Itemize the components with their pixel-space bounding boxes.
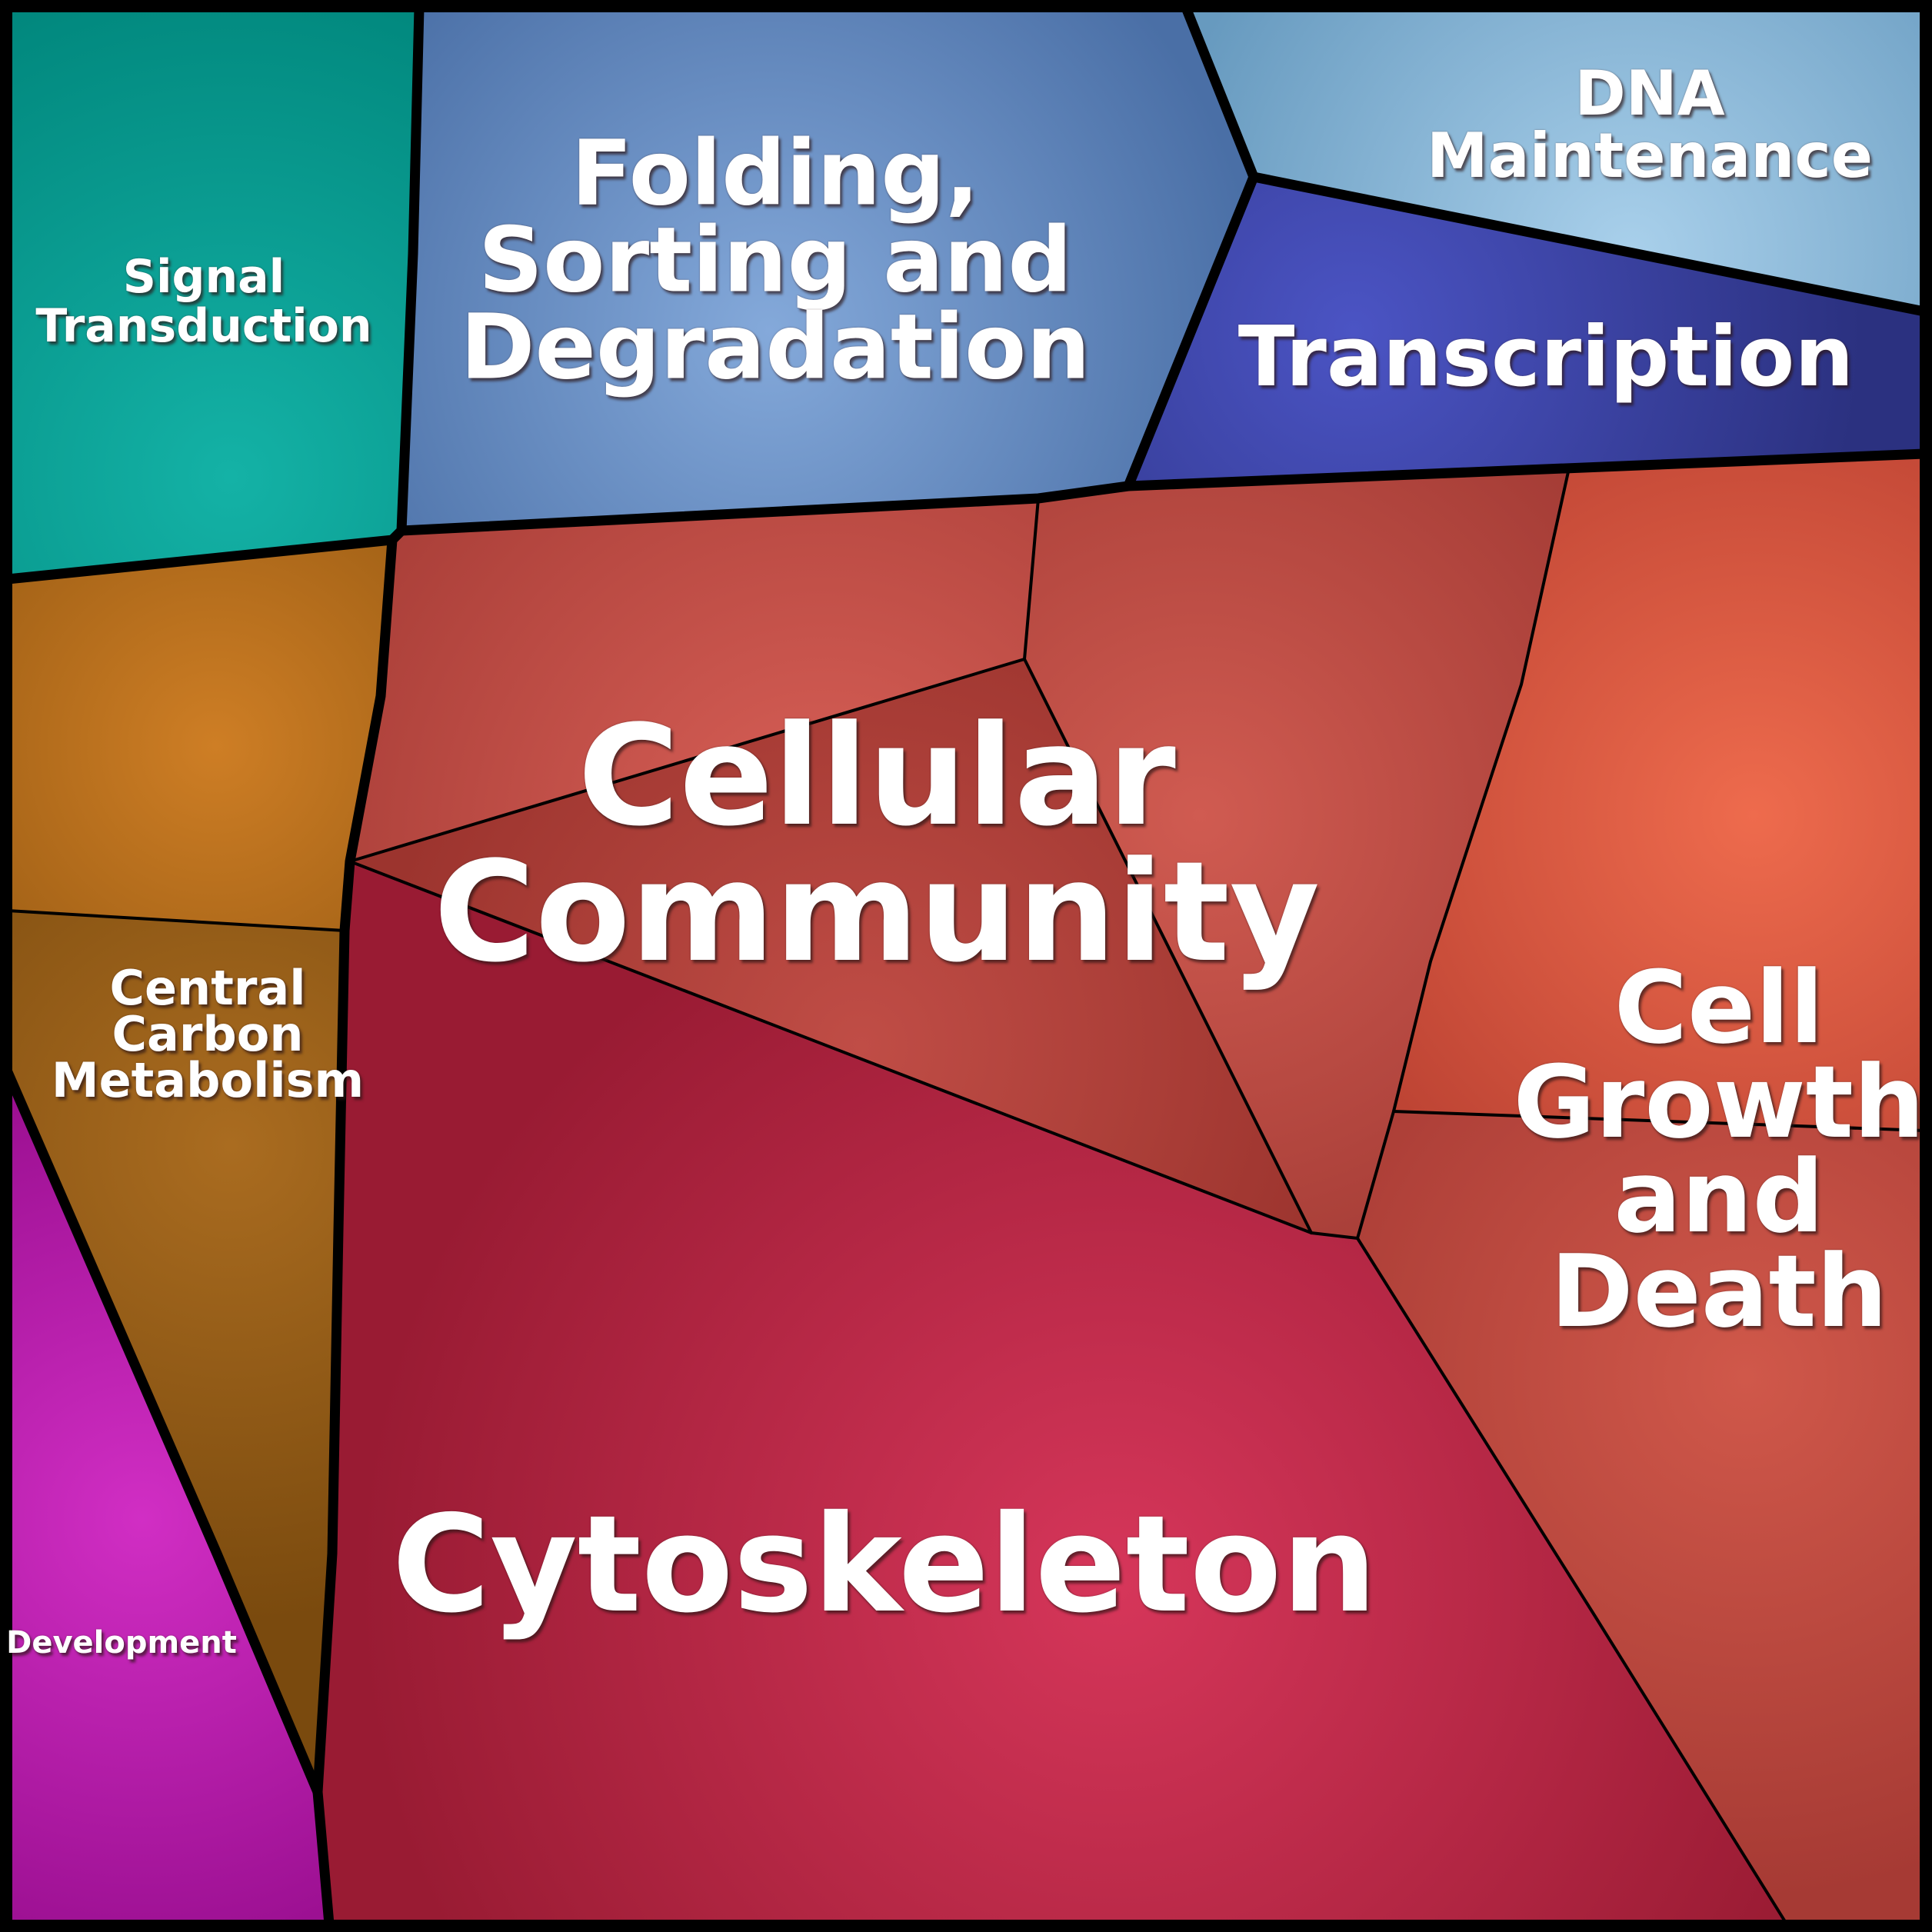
cell-signal-transduction	[7, 7, 420, 580]
cell-metabolism-upper	[7, 539, 393, 931]
treemap-cells	[7, 7, 1925, 1925]
cell-folding-sorting-degradation	[401, 7, 1254, 531]
subcell-borders	[6, 467, 1926, 1924]
